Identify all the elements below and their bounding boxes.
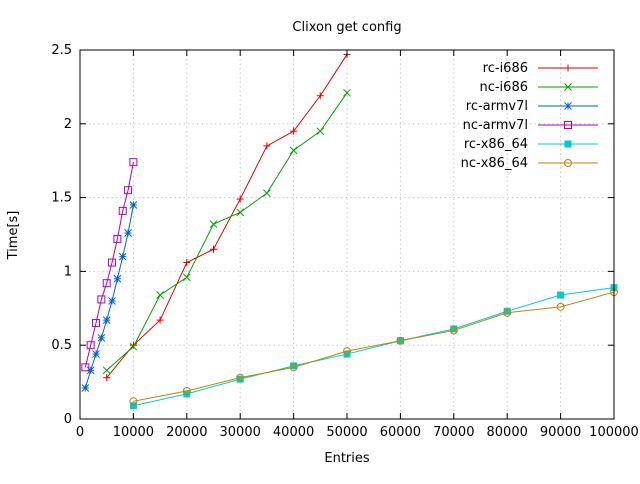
- marker-nc-x86_64: [129, 397, 138, 406]
- series-line-nc-x86_64: [133, 291, 615, 402]
- marker-nc-i686: [343, 88, 351, 97]
- marker-nc-i686: [102, 366, 111, 375]
- series-line-rc-armv7l: [84, 204, 134, 389]
- marker-rc-x86_64: [183, 390, 191, 398]
- tick-label-y: 2: [64, 117, 72, 132]
- marker-nc-x86_64: [236, 373, 245, 382]
- legend-label-rc-armv7l: rc-armv7l: [466, 99, 528, 114]
- series-line-rc-x86_64: [133, 287, 615, 407]
- legend-marker-rc-x86_64: [564, 140, 572, 148]
- marker-rc-x86_64: [343, 350, 351, 358]
- tick-labels: 0 10000 20000 30000 40000 50000 60000 70000 8000…: [51, 43, 639, 440]
- tick-label-x: 20000: [166, 425, 207, 440]
- marker-rc-armv7l: [118, 252, 127, 261]
- series-line-rc-i686: [106, 54, 348, 378]
- marker-nc-armv7l: [124, 186, 133, 195]
- marker-nc-x86_64: [182, 386, 191, 395]
- tick-label-x: 50000: [326, 425, 367, 440]
- tick-marks: [79, 49, 615, 420]
- marker-rc-x86_64: [557, 291, 565, 299]
- tick-label-x: 40000: [273, 425, 314, 440]
- marker-rc-armv7l: [108, 297, 116, 305]
- legend-marker-rc-armv7l: [564, 102, 572, 110]
- tick-label-x: 90000: [540, 425, 581, 440]
- marker-nc-x86_64: [449, 326, 458, 335]
- tick-label-y: 0.5: [51, 338, 72, 353]
- marker-nc-i686: [156, 291, 164, 299]
- x-axis-label: Entries: [324, 451, 370, 466]
- marker-rc-armv7l: [113, 274, 122, 283]
- marker-rc-armv7l: [129, 201, 138, 209]
- marker-rc-x86_64: [450, 325, 458, 333]
- marker-nc-armv7l: [97, 295, 106, 304]
- marker-nc-x86_64: [396, 336, 405, 345]
- tick-label-y: 2.5: [51, 43, 72, 58]
- tick-label-x: 100000: [589, 425, 639, 440]
- marker-nc-armv7l: [86, 341, 95, 350]
- tick-label-x: 30000: [220, 425, 261, 440]
- grid: [80, 50, 614, 419]
- legend-label-rc-x86_64: rc-x86_64: [464, 137, 528, 152]
- legend-marker-nc-x86_64: [564, 159, 572, 167]
- marker-nc-i686: [182, 273, 191, 282]
- marker-rc-x86_64: [503, 307, 511, 315]
- series-group: [81, 50, 618, 410]
- marker-rc-x86_64: [236, 375, 244, 383]
- tick-label-y: 1: [64, 264, 72, 279]
- legend-marker-nc-armv7l: [564, 121, 572, 129]
- marker-nc-x86_64: [343, 347, 351, 356]
- marker-nc-armv7l: [113, 234, 122, 243]
- series-line-nc-armv7l: [84, 162, 134, 368]
- marker-nc-armv7l: [81, 363, 90, 372]
- marker-rc-armv7l: [97, 333, 106, 342]
- tick-label-x: 70000: [433, 425, 474, 440]
- tick-label-x: 10000: [113, 425, 154, 440]
- marker-nc-armv7l: [92, 319, 101, 328]
- marker-nc-armv7l: [129, 158, 138, 167]
- marker-nc-i686: [263, 189, 271, 198]
- tick-label-y: 1.5: [51, 191, 72, 206]
- marker-rc-x86_64: [290, 362, 298, 370]
- marker-nc-i686: [236, 208, 245, 217]
- marker-rc-armv7l: [102, 316, 111, 324]
- marker-nc-x86_64: [503, 308, 512, 317]
- marker-rc-armv7l: [92, 350, 100, 358]
- legend-label-nc-x86_64: nc-x86_64: [461, 156, 528, 171]
- marker-nc-x86_64: [289, 363, 298, 372]
- legend-marker-nc-i686: [564, 83, 572, 91]
- marker-nc-i686: [129, 342, 138, 351]
- legend-label-nc-i686: nc-i686: [479, 80, 528, 95]
- legend-label-rc-i686: rc-i686: [483, 61, 528, 76]
- chart-title: Clixon get config: [292, 20, 401, 35]
- tick-label-y: 0: [64, 412, 72, 427]
- marker-nc-i686: [289, 146, 298, 155]
- marker-rc-armv7l: [124, 229, 132, 237]
- marker-rc-armv7l: [81, 384, 90, 392]
- series-line-nc-i686: [106, 92, 348, 371]
- marker-nc-i686: [316, 127, 325, 136]
- legend: rc-i686 nc-i686 rc-armv7l nc-armv7l rc-x86_6…: [461, 61, 598, 171]
- marker-nc-x86_64: [556, 302, 565, 311]
- marker-nc-armv7l: [118, 206, 127, 215]
- tick-label-x: 0: [76, 425, 84, 440]
- marker-nc-armv7l: [108, 258, 117, 267]
- marker-nc-armv7l: [102, 279, 111, 288]
- marker-rc-armv7l: [86, 366, 95, 375]
- tick-label-x: 80000: [487, 425, 528, 440]
- y-axis-label: Time[s]: [6, 211, 21, 261]
- tick-label-x: 60000: [380, 425, 421, 440]
- legend-label-nc-armv7l: nc-armv7l: [463, 118, 528, 133]
- marker-nc-i686: [209, 220, 218, 229]
- marker-rc-x86_64: [129, 402, 137, 410]
